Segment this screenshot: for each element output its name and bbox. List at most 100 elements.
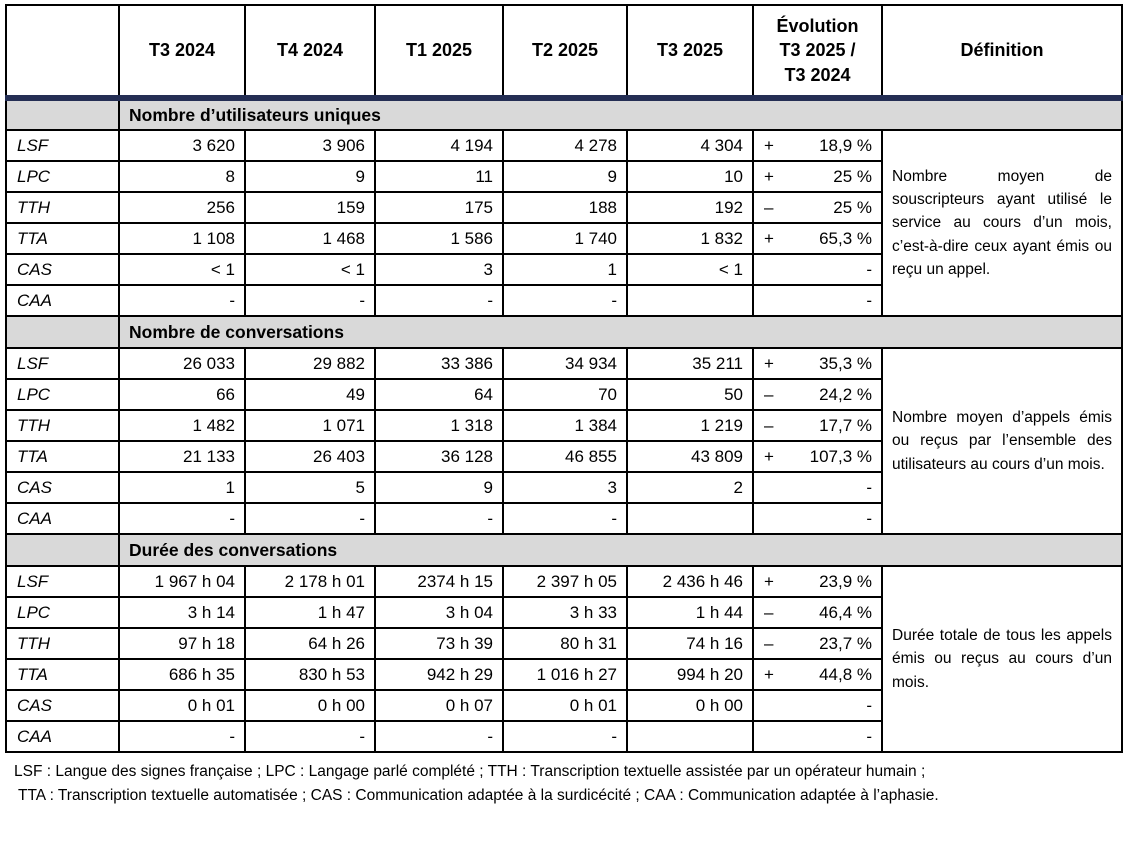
value-cell: 0 h 00 <box>244 689 376 722</box>
row-label: CAA <box>5 720 120 753</box>
value-cell: - <box>502 720 628 753</box>
evolution-cell: – 25 % <box>752 191 883 224</box>
section-corner-cell <box>5 533 120 567</box>
evolution-cell: +18,9 % <box>752 129 883 162</box>
footnote: LSF : Langue des signes française ; LPC … <box>14 760 1123 808</box>
statistics-report-table: T3 2024 T4 2024 T1 2025 T2 2025 T3 2025 … <box>5 4 1123 808</box>
row-label: CAS <box>5 253 120 286</box>
evolution-cell: – 17,7 % <box>752 409 883 442</box>
value-cell: 1 832 <box>626 222 754 255</box>
row-label: TTH <box>5 409 120 442</box>
value-cell: - <box>118 720 246 753</box>
value-cell: 1 h 44 <box>626 596 754 629</box>
value-cell: 49 <box>244 378 376 411</box>
evolution-cell: - <box>752 689 883 722</box>
evolution-sign: – <box>764 602 774 622</box>
value-cell: 21 133 <box>118 440 246 473</box>
corner-cell <box>5 4 120 101</box>
evolution-cell: – 24,2 % <box>752 378 883 411</box>
value-cell: 256 <box>118 191 246 224</box>
value-cell: 175 <box>374 191 504 224</box>
value-cell: 26 403 <box>244 440 376 473</box>
evolution-value: 65,3 % <box>819 228 872 248</box>
value-cell: 1 h 47 <box>244 596 376 629</box>
value-cell: 2374 h 15 <box>374 565 504 598</box>
value-cell: 942 h 29 <box>374 658 504 691</box>
value-cell: < 1 <box>626 253 754 286</box>
value-cell: 3 h 14 <box>118 596 246 629</box>
value-cell: 1 016 h 27 <box>502 658 628 691</box>
value-cell: 192 <box>626 191 754 224</box>
stats-table: T3 2024 T4 2024 T1 2025 T2 2025 T3 2025 … <box>5 4 1123 753</box>
evolution-value: 35,3 % <box>819 353 872 373</box>
table-row: TTA 686 h 35 830 h 53 942 h 29 1 016 h 2… <box>5 658 1122 691</box>
value-cell: 0 h 00 <box>626 689 754 722</box>
table-row: CAA - - - - - <box>5 284 1122 317</box>
table-row: LPC 66 49 64 70 50 – 24,2 % <box>5 378 1122 411</box>
evolution-sign: – <box>764 197 774 217</box>
value-cell: 8 <box>118 160 246 193</box>
table-row: LSF 1 967 h 04 2 178 h 01 2374 h 15 2 39… <box>5 565 1123 753</box>
table-row: LSF 26 033 29 882 33 386 34 934 35 211 +… <box>5 347 1123 535</box>
evolution-cell: - <box>752 502 883 535</box>
value-cell: 4 304 <box>626 129 754 162</box>
table-row: TTH 256 159 175 188 192 – 25 % <box>5 191 1122 224</box>
value-cell: 10 <box>626 160 754 193</box>
value-cell: 3 <box>374 253 504 286</box>
value-cell: 9 <box>244 160 376 193</box>
value-cell: 1 318 <box>374 409 504 442</box>
row-label: CAA <box>5 502 120 535</box>
value-cell: 1 482 <box>118 409 246 442</box>
evolution-value: 44,8 % <box>819 664 872 684</box>
evolution-cell: +35,3 % <box>752 347 883 380</box>
value-cell: 73 h 39 <box>374 627 504 660</box>
footnote-line: TTA : Transcription textuelle automatisé… <box>18 787 939 804</box>
value-cell: - <box>502 502 628 535</box>
evolution-cell: +44,8 % <box>752 658 883 691</box>
row-label: LSF <box>5 347 120 380</box>
evolution-cell: +107,3 % <box>752 440 883 473</box>
value-cell: 11 <box>374 160 504 193</box>
value-cell: 2 178 h 01 <box>244 565 376 598</box>
value-cell: - <box>374 284 504 317</box>
value-cell: 70 <box>502 378 628 411</box>
evolution-cell: – 23,7 % <box>752 627 883 660</box>
definition-cell: Nombre moyen d’appels émis ou reçus par … <box>881 347 1123 535</box>
row-label: TTH <box>5 191 120 224</box>
section-header-row: Durée des conversations <box>5 533 1123 567</box>
value-cell: 2 <box>626 471 754 504</box>
section-corner-cell <box>5 97 120 131</box>
section-header-row: Nombre d’utilisateurs uniques <box>5 97 1123 131</box>
value-cell: 4 194 <box>374 129 504 162</box>
value-cell: 1 967 h 04 <box>118 565 246 598</box>
definition-cell: Durée totale de tous les appels émis ou … <box>881 565 1123 753</box>
row-label: LPC <box>5 160 120 193</box>
evolution-value: 25 % <box>833 166 872 186</box>
evolution-cell: +25 % <box>752 160 883 193</box>
evolution-sign: + <box>764 135 774 155</box>
evolution-value: 18,9 % <box>819 135 872 155</box>
evolution-value: 23,7 % <box>819 633 872 653</box>
col-header-t4-2024: T4 2024 <box>244 4 376 101</box>
evolution-sign: + <box>764 166 774 186</box>
value-cell: 33 386 <box>374 347 504 380</box>
value-cell: 0 h 01 <box>502 689 628 722</box>
section-title: Nombre de conversations <box>118 315 1123 349</box>
value-cell: 26 033 <box>118 347 246 380</box>
value-cell: 159 <box>244 191 376 224</box>
col-header-t3-2024: T3 2024 <box>118 4 246 101</box>
value-cell: 29 882 <box>244 347 376 380</box>
table-row: TTA 1 108 1 468 1 586 1 740 1 832 +65,3 … <box>5 222 1122 255</box>
evolution-sign: + <box>764 571 774 591</box>
evolution-sign: + <box>764 446 774 466</box>
section-title: Durée des conversations <box>118 533 1123 567</box>
row-label: TTA <box>5 222 120 255</box>
evolution-cell: +23,9 % <box>752 565 883 598</box>
value-cell: 1 468 <box>244 222 376 255</box>
evolution-sign: + <box>764 664 774 684</box>
evolution-cell: - <box>752 720 883 753</box>
table-row: TTA 21 133 26 403 36 128 46 855 43 809 +… <box>5 440 1122 473</box>
definition-cell: Nombre moyen de souscripteurs ayant util… <box>881 129 1123 317</box>
row-label: LPC <box>5 596 120 629</box>
value-cell: < 1 <box>118 253 246 286</box>
